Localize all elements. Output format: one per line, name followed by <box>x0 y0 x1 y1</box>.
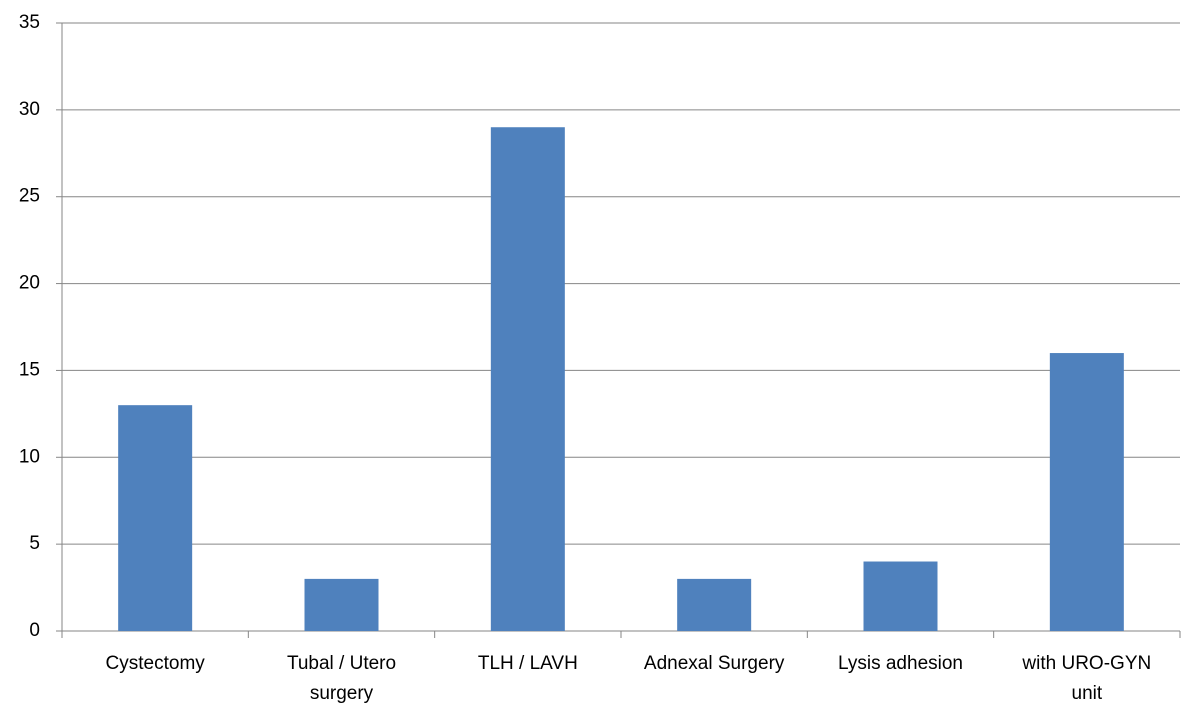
x-tick-label: Lysis adhesion <box>838 653 963 674</box>
y-tick-label: 25 <box>19 186 40 207</box>
x-tick-label: TLH / LAVH <box>477 653 578 674</box>
y-tick-label: 35 <box>19 12 40 33</box>
x-tick-label: with URO-GYN unit <box>1022 653 1152 704</box>
bar <box>118 405 193 631</box>
x-tick-label: Tubal / Utero surgery <box>286 653 397 704</box>
bar <box>1049 353 1124 631</box>
x-tick-label: Cystectomy <box>105 653 205 674</box>
bar <box>490 127 565 631</box>
x-tick-label: Adnexal Surgery <box>643 653 785 674</box>
y-tick-label: 5 <box>29 533 40 554</box>
y-tick-label: 30 <box>19 99 40 120</box>
y-tick-label: 15 <box>19 359 40 380</box>
y-tick-label: 0 <box>29 620 40 641</box>
y-tick-label: 10 <box>19 446 40 467</box>
bar <box>304 578 379 631</box>
y-tick-label: 20 <box>19 273 40 294</box>
bar <box>677 578 752 631</box>
bar <box>863 561 938 631</box>
